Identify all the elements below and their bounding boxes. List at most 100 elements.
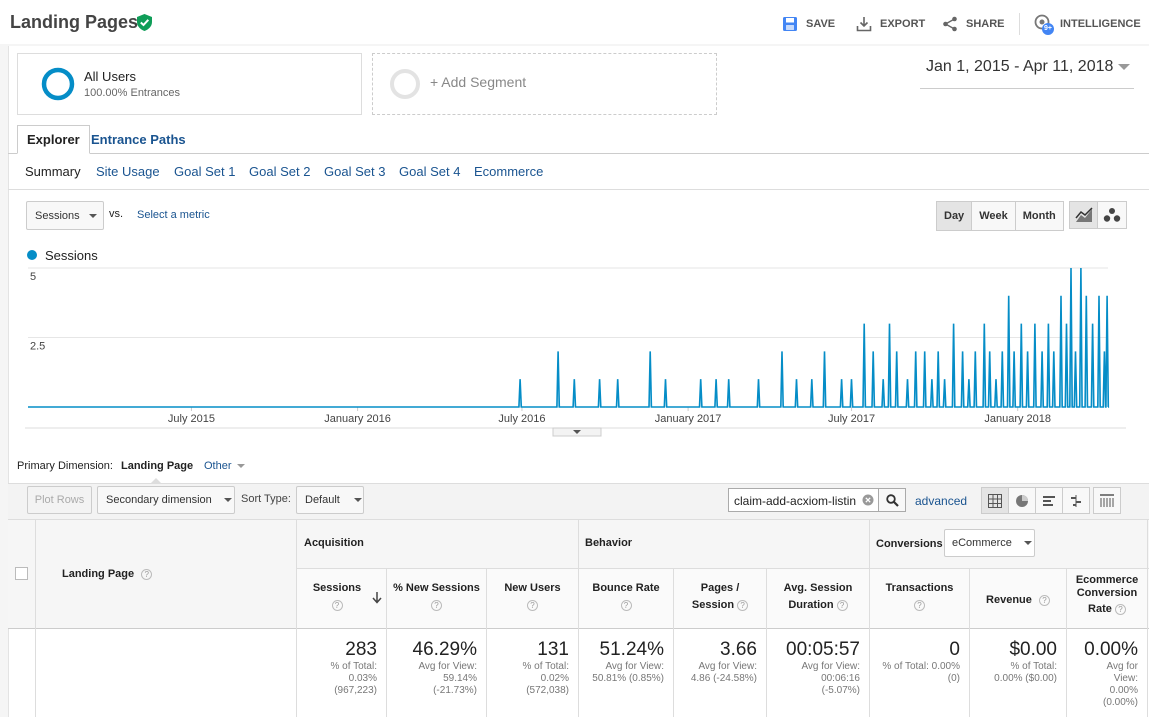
chevron-down-icon xyxy=(1023,541,1032,545)
subtab-goal-set-2[interactable]: Goal Set 2 xyxy=(249,164,311,179)
select-metric-link[interactable]: Select a metric xyxy=(137,209,210,221)
chevron-down-icon xyxy=(223,498,232,502)
search-button[interactable] xyxy=(878,488,906,512)
primary-dimension-other[interactable]: Other xyxy=(204,460,245,472)
granularity-day[interactable]: Day xyxy=(936,201,973,231)
advanced-filter-link[interactable]: advanced xyxy=(915,494,968,508)
ecommerce-conversion-rate-total: 0.00% Avg for View: 0.00% (0.00%) xyxy=(1067,639,1147,709)
motion-chart-button[interactable] xyxy=(1098,201,1127,229)
ecr-label-2: Conversion xyxy=(1076,587,1138,599)
date-dropdown-icon[interactable] xyxy=(1118,64,1130,70)
intelligence-button[interactable]: 9+ INTELLIGENCE xyxy=(1034,14,1141,35)
view-pivot-button[interactable] xyxy=(1093,487,1121,514)
new-sessions-total-sub: (-21.73%) xyxy=(433,685,477,696)
help-icon[interactable]: ? xyxy=(527,599,538,611)
help-icon[interactable]: ? xyxy=(737,599,749,611)
subtab-summary[interactable]: Summary xyxy=(25,164,81,179)
granularity-month[interactable]: Month xyxy=(1015,201,1064,231)
x-tick-label: January 2018 xyxy=(984,413,1051,425)
view-data-table-button[interactable] xyxy=(981,487,1009,514)
sort-descending-icon[interactable] xyxy=(372,592,382,604)
search-icon xyxy=(885,493,899,507)
add-segment-button[interactable]: + Add Segment xyxy=(372,53,717,115)
sessions-total-value: 283 xyxy=(345,639,377,660)
intelligence-label: INTELLIGENCE xyxy=(1060,18,1141,30)
tab-explorer[interactable]: Explorer xyxy=(17,125,90,154)
subtab-goal-set-3[interactable]: Goal Set 3 xyxy=(324,164,386,179)
tab-entrance-paths[interactable]: Entrance Paths xyxy=(91,132,186,147)
bounce-rate-header[interactable]: Bounce Rate ? xyxy=(579,580,673,614)
col-line xyxy=(386,568,387,717)
new-users-header[interactable]: New Users ? xyxy=(487,580,578,614)
clear-search-icon[interactable] xyxy=(862,494,874,506)
transactions-total-sub: (0) xyxy=(947,673,960,684)
conversions-group-header: Conversions xyxy=(876,538,943,550)
table-right-line xyxy=(1147,519,1148,717)
comparison-icon xyxy=(1071,494,1081,507)
help-icon[interactable]: ? xyxy=(1038,594,1050,606)
save-button[interactable]: SAVE xyxy=(782,14,835,34)
share-button[interactable]: SHARE xyxy=(942,14,1005,34)
date-range-picker[interactable]: Jan 1, 2015 - Apr 11, 2018 xyxy=(926,58,1114,75)
primary-dimension-landing-page[interactable]: Landing Page xyxy=(121,460,194,472)
help-icon[interactable]: ? xyxy=(1114,603,1126,615)
sessions-total-sub: (967,223) xyxy=(334,685,377,696)
subtab-goal-set-4[interactable]: Goal Set 4 xyxy=(399,164,461,179)
sessions-header[interactable]: Sessions ? xyxy=(297,580,377,614)
revenue-header[interactable]: Revenue ? xyxy=(970,592,1066,609)
transactions-header-label: Transactions xyxy=(885,582,954,594)
table-search-input[interactable]: claim-add-acxiom-listin xyxy=(728,488,879,512)
transactions-total-value: 0 xyxy=(949,639,960,660)
view-performance-button[interactable] xyxy=(1035,487,1063,514)
export-button[interactable]: EXPORT xyxy=(856,14,925,34)
plot-rows-button[interactable]: Plot Rows xyxy=(27,486,92,514)
avg-session-duration-header[interactable]: Avg. Session Duration ? xyxy=(767,580,869,614)
chevron-down-icon xyxy=(88,213,97,218)
col-line xyxy=(486,568,487,717)
checkbox-col-line xyxy=(35,519,36,717)
view-comparison-button[interactable] xyxy=(1062,487,1090,514)
line-chart-button[interactable] xyxy=(1069,201,1098,229)
help-icon[interactable]: ? xyxy=(141,568,153,580)
segment-name: All Users xyxy=(84,69,137,84)
new-users-header-label: New Users xyxy=(504,582,561,594)
primary-dimension-label: Primary Dimension: xyxy=(17,460,113,472)
help-icon[interactable]: ? xyxy=(836,599,848,611)
secondary-dimension-dropdown[interactable]: Secondary dimension xyxy=(97,486,235,514)
ecr-total-sub: View: xyxy=(1113,673,1138,684)
revenue-total: $0.00 % of Total: 0.00% ($0.00) xyxy=(970,639,1066,685)
avg-session-duration-total-sub: 00:06:16 xyxy=(821,673,860,684)
help-icon[interactable]: ? xyxy=(914,599,925,611)
view-percentage-button[interactable] xyxy=(1008,487,1036,514)
help-icon[interactable]: ? xyxy=(431,599,442,611)
select-all-checkbox[interactable] xyxy=(15,567,28,580)
conversions-type-value: eCommerce xyxy=(952,537,1012,549)
bounce-rate-total-value: 51.24% xyxy=(599,639,664,660)
ecommerce-conversion-rate-header[interactable]: Ecommerce Conversion Rate ? xyxy=(1067,574,1147,616)
behavior-group-header: Behavior xyxy=(585,537,633,549)
avg-session-duration-label-1: Avg. Session xyxy=(783,582,853,594)
help-icon[interactable]: ? xyxy=(331,599,343,611)
sessions-chart: Sessions 5 2.5 July 2015 January 2016 July 20… xyxy=(25,248,1126,437)
help-icon[interactable]: ? xyxy=(620,599,632,611)
subtab-goal-set-1[interactable]: Goal Set 1 xyxy=(174,164,236,179)
ecr-total-sub: (0.00%) xyxy=(1102,697,1138,708)
segment-all-users[interactable]: All Users 100.00% Entrances xyxy=(17,53,362,115)
avg-session-duration-label-2: Duration xyxy=(788,599,834,611)
pages-per-session-header[interactable]: Pages / Session ? xyxy=(674,580,766,614)
subtab-ecommerce[interactable]: Ecommerce xyxy=(474,164,544,179)
transactions-header[interactable]: Transactions ? xyxy=(870,580,969,614)
conversions-type-dropdown[interactable]: eCommerce xyxy=(944,529,1035,557)
pages-per-session-total: 3.66 Avg for View: 4.86 (-24.58%) xyxy=(674,639,766,685)
bubble-chart-icon xyxy=(1103,208,1121,222)
metric-dropdown[interactable]: Sessions xyxy=(26,201,104,230)
subtab-site-usage[interactable]: Site Usage xyxy=(96,164,160,179)
granularity-week[interactable]: Week xyxy=(972,201,1016,231)
new-sessions-header[interactable]: % New Sessions ? xyxy=(387,580,486,614)
new-users-total-sub: (572,038) xyxy=(526,685,569,696)
behavior-col-line xyxy=(578,519,579,717)
landing-page-header[interactable]: Landing Page ? xyxy=(62,566,153,583)
sort-type-dropdown[interactable]: Default xyxy=(296,486,364,514)
x-tick-label: January 2017 xyxy=(655,413,722,425)
dim-col-line xyxy=(296,519,297,717)
